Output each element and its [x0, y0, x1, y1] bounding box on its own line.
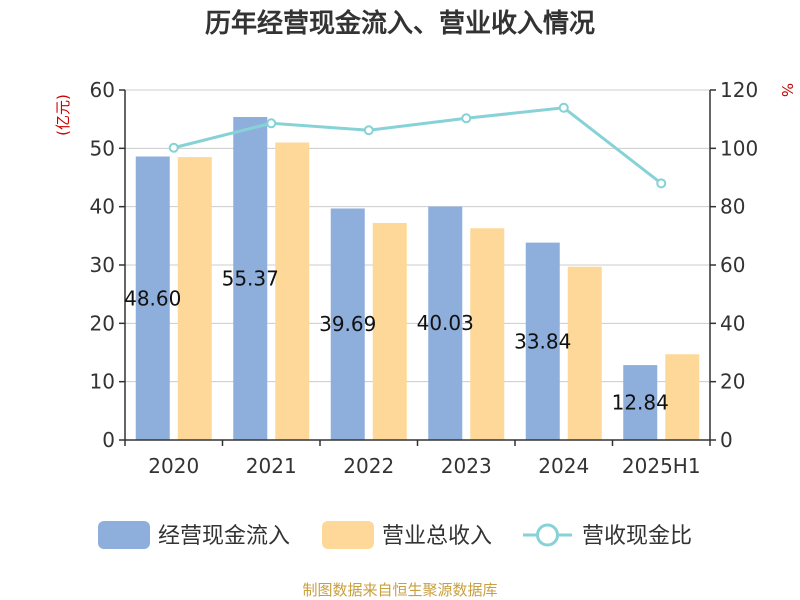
bar-cash-inflow	[135, 156, 170, 440]
bar-cash-inflow	[623, 365, 658, 440]
legend-marker-ratio	[536, 523, 559, 547]
x-tick-label: 2022	[343, 454, 394, 478]
x-tick-label: 2025H1	[622, 454, 701, 478]
ratio-point	[558, 102, 569, 113]
legend-swatch-cash-inflow	[98, 521, 150, 549]
y-left-tick-label: 20	[90, 311, 115, 335]
y-left-tick-label: 10	[90, 370, 115, 394]
legend-swatch-revenue	[322, 521, 374, 549]
axes: 0 10 20 30 40 50 60 0 20 40 60 80 100 120 2020 2021 2022…	[90, 78, 759, 478]
bar-revenue	[372, 223, 407, 440]
data-label-cash-inflow: 40.03	[417, 311, 474, 335]
y-right-unit-label: %	[778, 83, 796, 97]
y-left-tick-label: 50	[90, 136, 115, 160]
bars	[135, 117, 700, 441]
x-tick-label: 2023	[441, 454, 492, 478]
y-right-tick-label: 20	[720, 370, 745, 394]
data-label-cash-inflow: 48.60	[124, 286, 181, 310]
y-right-tick-label: 40	[720, 311, 745, 335]
chart-title: 历年经营现金流入、营业收入情况	[205, 8, 595, 39]
bar-cash-inflow	[330, 208, 365, 440]
y-right-tick-label: 0	[720, 428, 733, 452]
bar-revenue	[665, 354, 700, 440]
ratio-point	[266, 118, 277, 129]
data-label-cash-inflow: 39.69	[319, 312, 376, 336]
y-right-tick-label: 100	[720, 136, 758, 160]
data-label-cash-inflow: 12.84	[612, 391, 669, 415]
x-tick-label: 2020	[148, 454, 199, 478]
x-tick-label: 2024	[538, 454, 589, 478]
ratio-line-path	[173, 106, 663, 185]
legend-label-ratio: 营收现金比	[582, 524, 692, 549]
ratio-point	[461, 113, 472, 124]
legend-label-cash-inflow: 经营现金流入	[158, 524, 290, 549]
bar-revenue	[275, 142, 310, 440]
data-label-cash-inflow: 55.37	[222, 267, 279, 291]
bar-revenue	[567, 266, 602, 440]
ratio-point	[656, 178, 667, 189]
source-note: 制图数据来自恒生聚源数据库	[302, 581, 497, 599]
data-labels: 48.60 55.37 39.69 40.03 33.84 12.84	[124, 267, 669, 415]
bar-cash-inflow	[233, 117, 268, 440]
bar-revenue	[470, 228, 505, 440]
y-right-tick-label: 60	[720, 253, 745, 277]
x-tick-label: 2021	[246, 454, 297, 478]
bar-cash-inflow	[525, 242, 560, 440]
ratio-point	[363, 125, 374, 136]
ratio-line	[168, 102, 667, 189]
y-left-tick-label: 0	[102, 428, 115, 452]
grid	[125, 89, 710, 383]
bar-cash-inflow	[428, 206, 463, 440]
legend-label-revenue: 营业总收入	[382, 524, 492, 549]
ratio-point	[168, 142, 179, 153]
y-left-tick-label: 40	[90, 195, 115, 219]
y-left-tick-label: 60	[90, 78, 115, 102]
bar-revenue	[177, 157, 212, 441]
y-right-tick-label: 120	[720, 78, 758, 102]
y-left-unit-label: (亿元)	[54, 94, 72, 136]
legend: 经营现金流入 营业总收入 营收现金比	[98, 521, 692, 549]
y-right-tick-label: 80	[720, 195, 745, 219]
y-left-tick-label: 30	[90, 253, 115, 277]
data-label-cash-inflow: 33.84	[514, 329, 571, 353]
